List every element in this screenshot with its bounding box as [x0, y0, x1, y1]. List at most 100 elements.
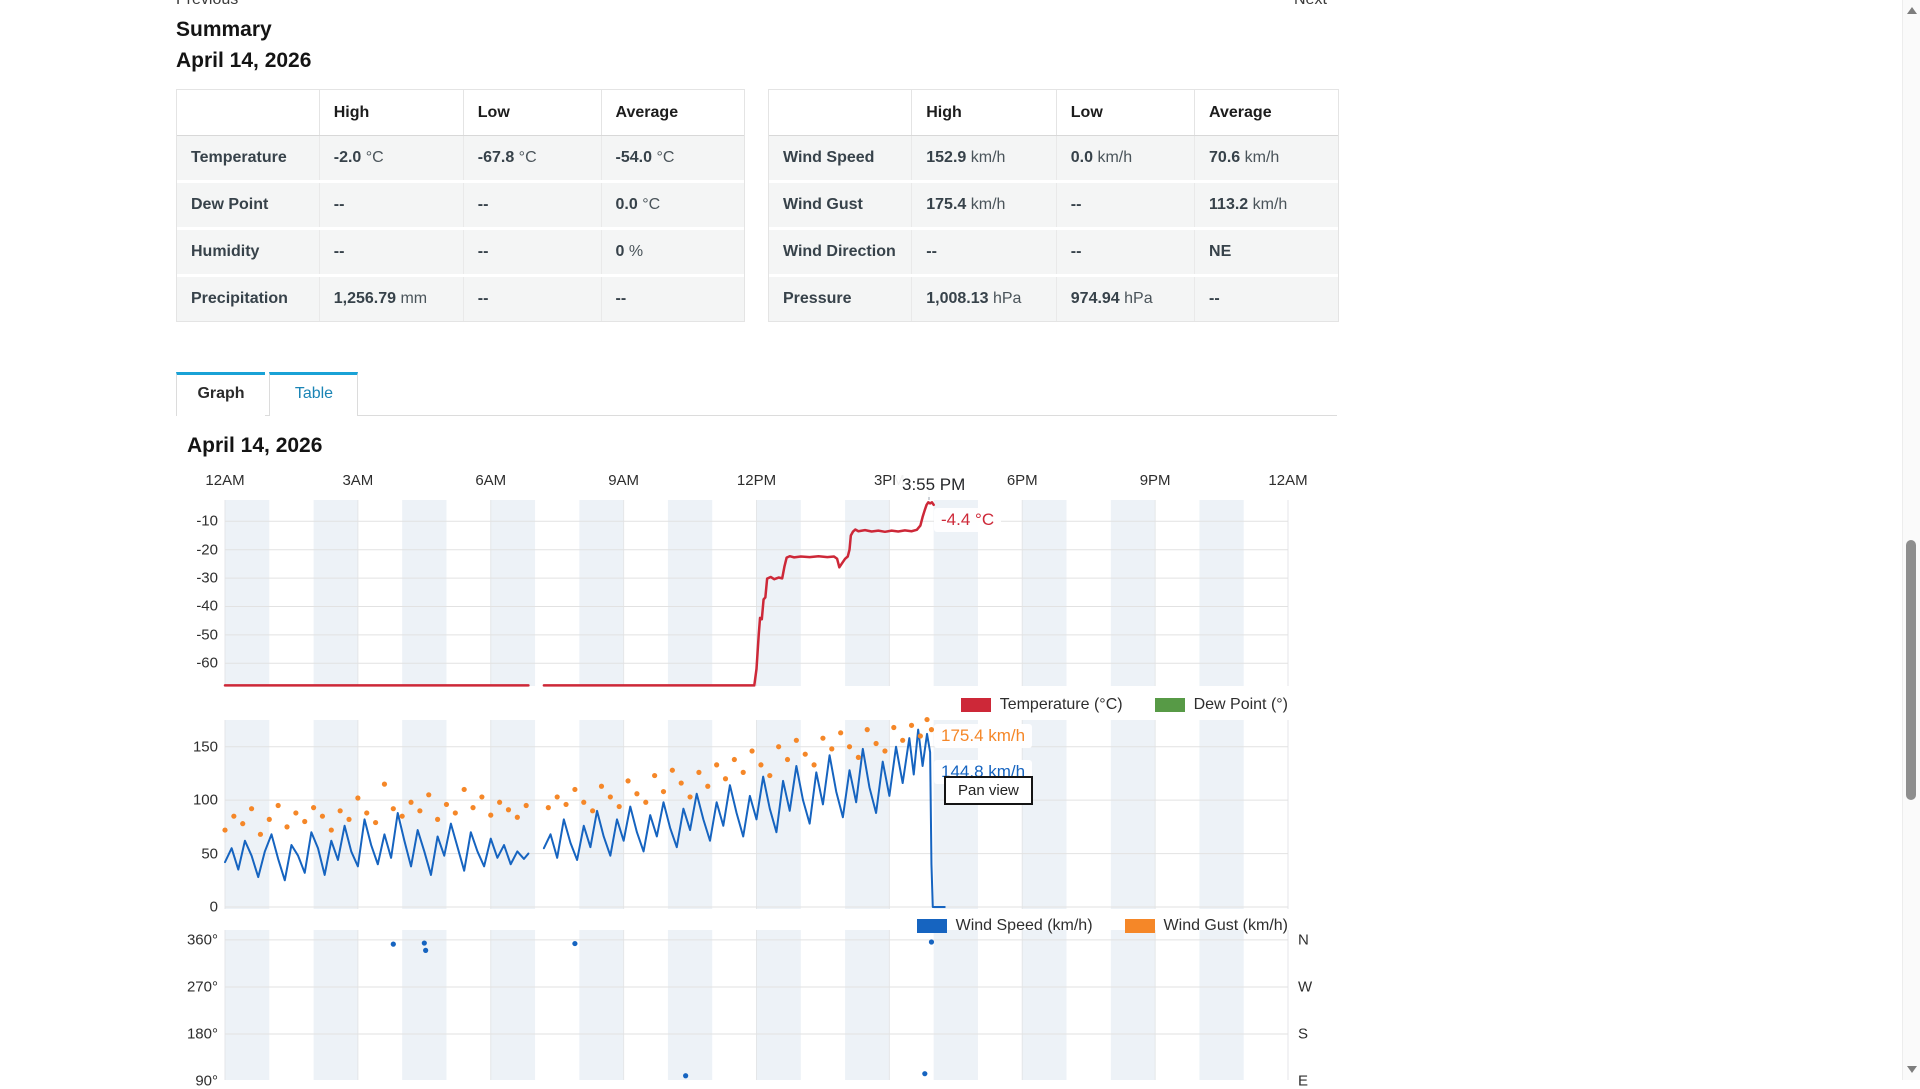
axis-tick-label: 12AM [1268, 472, 1308, 489]
legend-swatch-icon [960, 698, 991, 712]
axis-tick-label: 9PM [1139, 472, 1171, 489]
axis-tick-label: 270° [186, 978, 218, 996]
legend-swatch-icon [1124, 919, 1155, 933]
value-cell: -- [1055, 230, 1194, 274]
column-header: Average [600, 90, 744, 135]
summary-title: Summary [176, 18, 272, 41]
row-label: Temperature [191, 149, 287, 166]
legend-label: Wind Speed (km/h) [955, 917, 1093, 934]
value-cell: -2.0 °C [318, 136, 463, 180]
axis-tick-label: 90° [195, 1072, 218, 1089]
axis-tick-label: 360° [186, 931, 218, 949]
table-header-row: High Low Average [769, 90, 1338, 136]
scroll-up-arrow[interactable] [1907, 7, 1917, 14]
tab-table[interactable]: Table [269, 372, 359, 416]
axis-tick-label: W [1298, 978, 1313, 996]
row-label: Wind Direction [783, 243, 896, 260]
value-cell: -- [318, 183, 463, 227]
axis-tick-label: 12PM [736, 472, 777, 489]
chart-title: April 14, 2026 [187, 434, 323, 457]
legend-item: Dew Point (°) [1154, 696, 1288, 714]
tab-graph[interactable]: Graph [176, 372, 265, 416]
value-cell: -- [462, 277, 601, 321]
row-label: Dew Point [191, 196, 269, 213]
value-cell: 0.0 °C [600, 183, 744, 227]
vertical-scrollbar[interactable] [1902, 0, 1920, 1080]
pan-view-tooltip: Pan view [944, 776, 1033, 805]
axis-tick-label: 50 [201, 845, 218, 863]
legend-label: Temperature (°C) [999, 696, 1123, 713]
row-label: Humidity [191, 243, 260, 260]
value-cell: 175.4 km/h [911, 183, 1056, 227]
axis-tick-label: -30 [196, 569, 218, 587]
row-label: Wind Speed [783, 149, 875, 166]
table-row: Wind Direction -- -- NE [769, 230, 1338, 277]
axis-tick-label: 0 [209, 898, 218, 916]
axis-tick-label: -40 [196, 597, 218, 615]
legend-swatch-icon [916, 919, 947, 933]
value-cell: 152.9 km/h [911, 136, 1056, 180]
axis-tick-label: 9AM [608, 472, 640, 489]
table-header-row: High Low Average [177, 90, 744, 136]
table-row: Pressure 1,008.13 hPa 974.94 hPa -- [769, 277, 1338, 321]
axis-tick-label: 12AM [205, 472, 245, 489]
value-cell: -- [1055, 183, 1194, 227]
summary-date: April 14, 2026 [176, 49, 312, 72]
value-cell: 0.0 km/h [1055, 136, 1194, 180]
tooltip-temperature: -4.4 °C [934, 508, 1002, 532]
legend-item: Wind Gust (km/h) [1124, 917, 1288, 935]
previous-link[interactable]: Previous [176, 0, 238, 9]
value-cell: -67.8 °C [462, 136, 601, 180]
value-cell: 974.94 hPa [1055, 277, 1194, 321]
tooltip-wind-gust: 175.4 km/h [934, 724, 1033, 748]
axis-tick-label: 3AM [342, 472, 374, 489]
axis-tick-label: S [1298, 1025, 1309, 1043]
axis-tick-label: -50 [196, 626, 218, 644]
legend-label: Wind Gust (km/h) [1163, 917, 1288, 934]
column-header: Low [462, 90, 601, 135]
graph-table-tabbar: Graph Table [176, 372, 1337, 416]
axis-tick-label: 100 [192, 791, 218, 809]
summary-table-weather: High Low Average Temperature -2.0 °C -67.8 °C… [176, 89, 745, 322]
table-row: Wind Speed 152.9 km/h 0.0 km/h 70.6 km/h [769, 136, 1338, 183]
value-cell: -- [462, 230, 601, 274]
row-label: Pressure [783, 290, 852, 307]
scroll-down-arrow[interactable] [1907, 1066, 1917, 1073]
value-cell: 0 % [600, 230, 744, 274]
axis-tick-label: -60 [196, 654, 218, 672]
value-cell: NE [1194, 230, 1338, 274]
value-cell: -- [318, 230, 463, 274]
table-row: Precipitation 1,256.79 mm -- -- [177, 277, 744, 321]
wind-legend: Wind Speed (km/h) Wind Gust (km/h) [916, 917, 1288, 935]
axis-tick-label: 6PM [1006, 472, 1038, 489]
temperature-legend: Temperature (°C) Dew Point (°) [960, 696, 1288, 714]
legend-swatch-icon [1154, 698, 1185, 712]
axis-tick-label: 180° [186, 1025, 218, 1043]
axis-tick-label: -20 [196, 541, 218, 559]
axis-tick-label: N [1298, 931, 1309, 949]
value-cell: -- [911, 230, 1056, 274]
value-cell: 1,256.79 mm [318, 277, 463, 321]
summary-table-wind: High Low Average Wind Speed 152.9 km/h 0.0 km… [768, 89, 1339, 322]
axis-tick-label: 6AM [475, 472, 507, 489]
next-link[interactable]: Next [1294, 0, 1327, 9]
value-cell: -- [1194, 277, 1338, 321]
table-row: Wind Gust 175.4 km/h -- 113.2 km/h [769, 183, 1338, 230]
table-row: Dew Point -- -- 0.0 °C [177, 183, 744, 230]
scrollbar-thumb[interactable] [1906, 540, 1916, 800]
tooltip-time: 3:55 PM [895, 473, 973, 497]
value-cell: -54.0 °C [600, 136, 744, 180]
table-row: Temperature -2.0 °C -67.8 °C -54.0 °C [177, 136, 744, 183]
row-label: Wind Gust [783, 196, 863, 213]
column-header: High [911, 90, 1056, 135]
column-header: Low [1055, 90, 1194, 135]
legend-item: Wind Speed (km/h) [916, 917, 1093, 935]
value-cell: 1,008.13 hPa [911, 277, 1056, 321]
table-row: Humidity -- -- 0 % [177, 230, 744, 277]
axis-tick-label: 150 [192, 738, 218, 756]
legend-item: Temperature (°C) [960, 696, 1123, 714]
value-cell: 70.6 km/h [1194, 136, 1338, 180]
row-label: Precipitation [191, 290, 288, 307]
legend-label: Dew Point (°) [1193, 696, 1288, 713]
